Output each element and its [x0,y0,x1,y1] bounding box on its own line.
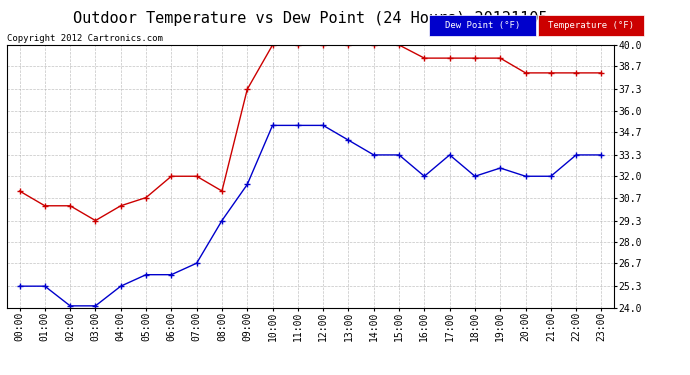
Text: Outdoor Temperature vs Dew Point (24 Hours) 20121105: Outdoor Temperature vs Dew Point (24 Hou… [73,11,548,26]
Text: Copyright 2012 Cartronics.com: Copyright 2012 Cartronics.com [7,34,163,43]
Text: Temperature (°F): Temperature (°F) [548,21,634,30]
Text: Dew Point (°F): Dew Point (°F) [445,21,520,30]
